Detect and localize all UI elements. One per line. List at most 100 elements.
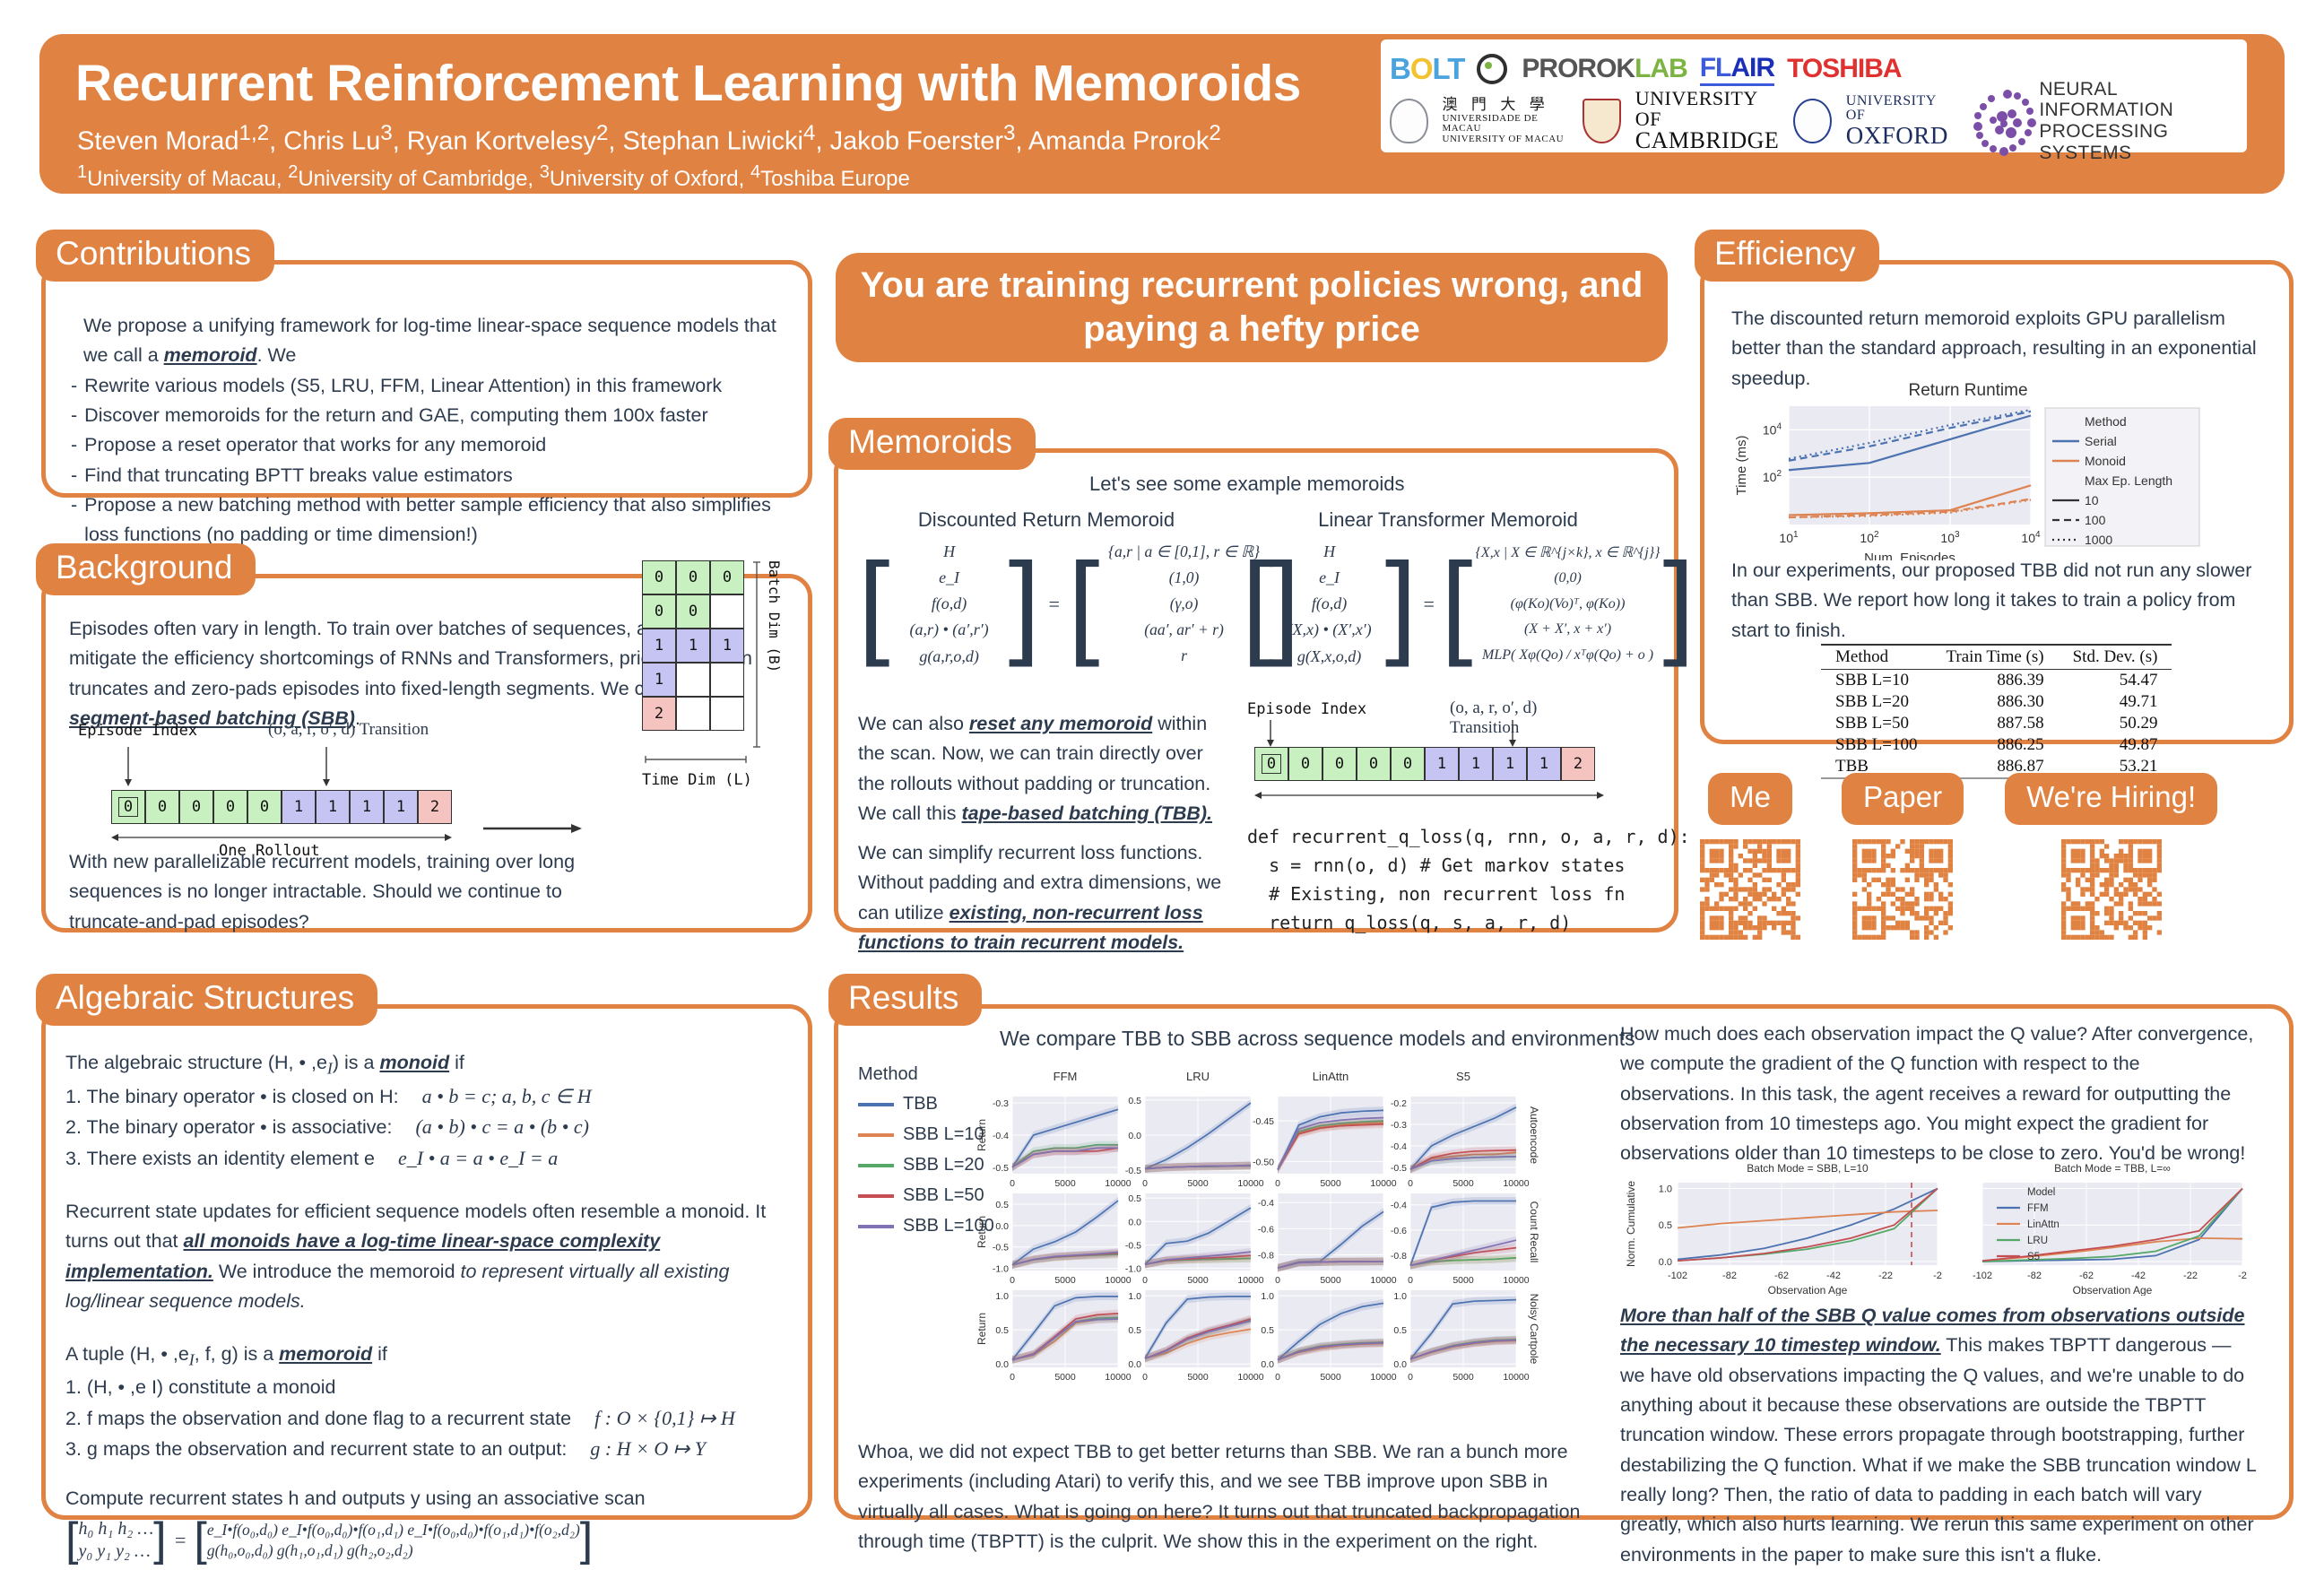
tbb-transition-label: (o, a, r, o′, d) Transition: [1450, 698, 1538, 737]
monoid-paragraph: Recurrent state updates for efficient se…: [65, 1201, 767, 1312]
results-subtitle: We compare TBB to SBB across sequence mo…: [1000, 1027, 1635, 1050]
tape-cell: 0: [1357, 747, 1391, 781]
prorok-lab-logo: PROROKLAB: [1522, 54, 1687, 83]
batch-grid-cell: [710, 663, 744, 697]
contribution-bullet: - Propose a reset operator that works for…: [71, 434, 547, 456]
tape-cell: 1: [1459, 747, 1493, 781]
svg-text:-0.45: -0.45: [1253, 1116, 1274, 1127]
svg-text:5000: 5000: [1187, 1372, 1209, 1383]
efficiency-card: The discounted return memoroid exploits …: [1700, 260, 2294, 778]
monoid-condition: 3. There exists an identity element e e_I…: [65, 1146, 559, 1169]
batch-grid-row: 2: [642, 697, 744, 731]
flair-logo: FLAIR: [1699, 53, 1775, 86]
svg-text:LinAttn: LinAttn: [2027, 1219, 2060, 1230]
batch-dim-label: Batch Dim (B): [766, 560, 783, 673]
prorok-gear-icon: [1477, 54, 1508, 84]
svg-text:-0.3: -0.3: [993, 1098, 1009, 1109]
svg-text:5000: 5000: [1320, 1275, 1341, 1286]
tape-cell: 1: [316, 790, 350, 824]
svg-text:-2: -2: [1933, 1271, 1942, 1281]
table-header: Method: [1835, 647, 1889, 666]
legend-item: SBB L=20: [858, 1155, 994, 1175]
memoroid-definition-intro: A tuple (H, • ,eI, f, g) is a memoroid i…: [65, 1343, 387, 1369]
link-button[interactable]: Me: [1708, 773, 1792, 825]
batch-grid-cell: [676, 663, 710, 697]
table-cell: 49.71: [2119, 692, 2158, 711]
svg-text:10000: 10000: [1370, 1372, 1396, 1383]
svg-text:Method: Method: [2085, 414, 2127, 429]
table-cell: SBB L=20: [1835, 692, 1909, 711]
results-title: Results: [828, 974, 983, 1026]
svg-text:102: 102: [1763, 469, 1782, 484]
svg-text:Observation Age: Observation Age: [1768, 1284, 1848, 1296]
legend-item: TBB: [858, 1094, 994, 1115]
memoroid-row: (X,x) • (X′,x′): [1287, 620, 1372, 639]
affiliation-list: 1University of Macau, 2University of Cam…: [77, 162, 910, 191]
memoroids-title: Memoroids: [828, 418, 1036, 470]
qr-code-icon[interactable]: [1700, 839, 1800, 944]
cambridge-logo: UNIVERSITY OF CAMBRIDGE: [1635, 87, 1780, 154]
svg-text:102: 102: [1860, 530, 1879, 545]
svg-text:0.0: 0.0: [995, 1221, 1009, 1232]
macau-crest-icon: [1390, 99, 1428, 143]
svg-text:1.0: 1.0: [1659, 1184, 1672, 1195]
memoroid-row: H: [1323, 542, 1336, 560]
table-header: Train Time (s): [1946, 647, 2044, 666]
tape-cell: 2: [1561, 747, 1595, 781]
svg-text:10000: 10000: [1105, 1372, 1131, 1383]
contribution-bullet: - Rewrite various models (S5, LRU, FFM, L…: [71, 374, 723, 396]
qr-code-icon[interactable]: [2060, 839, 2162, 944]
tape-cell: 0: [145, 790, 179, 824]
scan-text: Compute recurrent states h and outputs y…: [65, 1488, 646, 1510]
table-cell: 50.29: [2119, 714, 2158, 733]
svg-text:0.5: 0.5: [1128, 1193, 1141, 1204]
tape-cell: 2: [418, 790, 452, 824]
memoroid-row: {a,r | a ∈ [0,1], r ∈ ℝ}: [1107, 542, 1261, 561]
svg-text:1.0: 1.0: [995, 1291, 1009, 1302]
transition-label: (o, a, r, o′, d) Transition: [268, 720, 429, 739]
svg-text:-0.4: -0.4: [993, 1131, 1009, 1141]
svg-text:-0.8: -0.8: [1258, 1251, 1274, 1262]
legend-item: SBB L=50: [858, 1185, 994, 1206]
tagline-banner: You are training recurrent policies wron…: [836, 253, 1668, 362]
svg-text:Batch Mode = SBB, L=10: Batch Mode = SBB, L=10: [1747, 1162, 1869, 1175]
discounted-return-heading: Discounted Return Memoroid: [917, 508, 1175, 531]
efficiency-paragraph-2: In our experiments, our proposed TBB did…: [1731, 559, 2252, 641]
page-title: Recurrent Reinforcement Learning with Me…: [75, 55, 1301, 112]
algebraic-title: Algebraic Structures: [36, 974, 378, 1026]
episode-index-label: Episode Index: [78, 722, 198, 740]
results-legend: Method TBB SBB L=10 SBB L=20 SBB L=50 SBB L=…: [858, 1064, 994, 1246]
memoroid-row: f(o,d): [1311, 594, 1348, 613]
table-cell: SBB L=100: [1835, 735, 1918, 754]
memoroid-row: e_I: [1319, 568, 1340, 587]
svg-text:0: 0: [1010, 1178, 1015, 1189]
algebraic-card: The algebraic structure (H, • ,eI) is a …: [41, 1004, 812, 1563]
svg-text:-42: -42: [1826, 1271, 1841, 1281]
qr-code-icon[interactable]: [1852, 839, 1954, 944]
svg-text:0: 0: [1142, 1275, 1148, 1286]
table-cell: 886.39: [1997, 671, 2044, 690]
legend-item: SBB L=100: [858, 1216, 994, 1236]
svg-text:-0.5: -0.5: [1125, 1240, 1141, 1251]
link-block: Paper: [1842, 773, 1964, 944]
svg-text:Norm. Cumulative: Norm. Cumulative: [1625, 1181, 1637, 1267]
svg-text:-0.6: -0.6: [1391, 1226, 1407, 1236]
link-button[interactable]: Paper: [1842, 773, 1964, 825]
svg-text:Batch Mode = TBB, L=∞: Batch Mode = TBB, L=∞: [2054, 1162, 2171, 1175]
link-button[interactable]: We're Hiring!: [2005, 773, 2218, 825]
results-paragraph-right-1: How much does each observation impact th…: [1620, 1023, 2254, 1165]
memoroid-row: (0,0): [1554, 570, 1582, 586]
svg-text:104: 104: [2021, 530, 2041, 545]
svg-text:0.5: 0.5: [1128, 1096, 1141, 1106]
svg-text:-82: -82: [2027, 1271, 2042, 1281]
contribution-bullet: - Find that truncating BPTT breaks value …: [71, 464, 513, 486]
svg-text:Monoid: Monoid: [2085, 454, 2126, 468]
memoroid-condition: 3. g maps the observation and recurrent …: [65, 1436, 706, 1460]
svg-text:0: 0: [1275, 1372, 1280, 1383]
svg-text:10000: 10000: [1105, 1178, 1131, 1189]
svg-text:0.5: 0.5: [1393, 1325, 1407, 1336]
table-cell: 887.58: [1997, 714, 2044, 733]
